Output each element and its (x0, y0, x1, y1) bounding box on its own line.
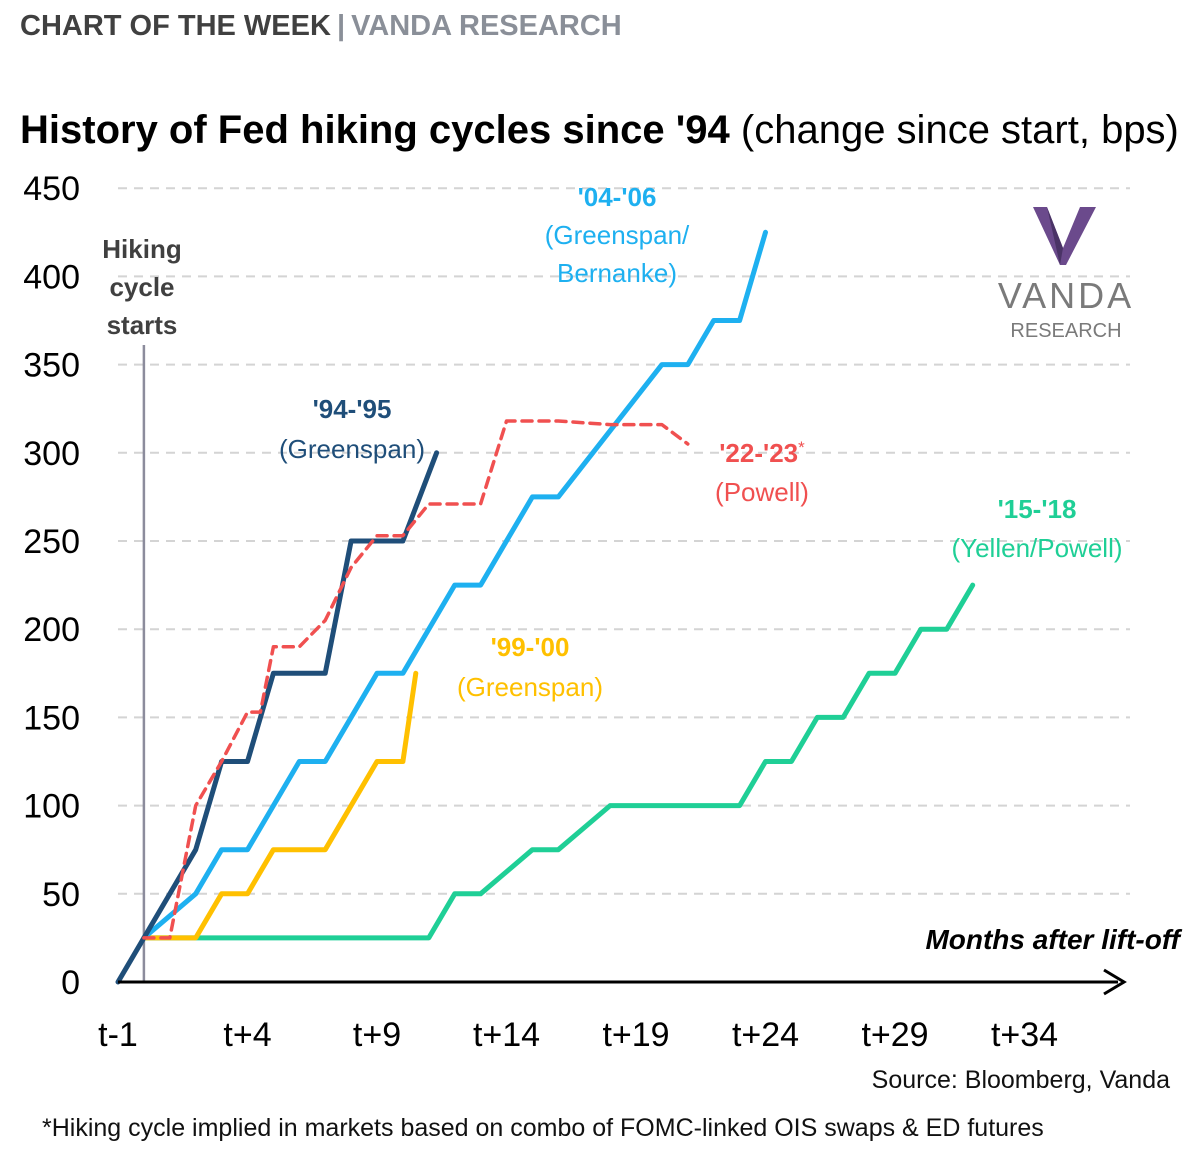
series-label-asterisk: * (798, 438, 805, 457)
series-label-1-0: '99-'00 (491, 632, 570, 662)
series-line-2 (141, 229, 768, 941)
series-label-2-0: '04-'06 (578, 182, 657, 212)
y-tick-label-150: 150 (23, 699, 80, 737)
vanda-logo: VANDA RESEARCH (998, 207, 1134, 342)
x-tick-label-t+34: t+34 (991, 1016, 1058, 1054)
header: CHART OF THE WEEK | VANDA RESEARCH (20, 10, 622, 43)
series-label-3-1: (Yellen/Powell) (951, 533, 1122, 563)
y-tick-label-250: 250 (23, 523, 80, 561)
y-tick-label-450: 450 (23, 170, 80, 208)
x-tick-label-t+24: t+24 (732, 1016, 799, 1054)
y-tick-labels: 0 50 100 150 200 250 300 350 400 450 (23, 170, 80, 1002)
x-axis-label: Months after lift-off (925, 924, 1182, 955)
series-label-4-0: '22-'23* (719, 438, 805, 468)
series-label-2-2: Bernanke) (557, 258, 677, 288)
gridlines (118, 187, 1130, 895)
y-tick-label-350: 350 (23, 347, 80, 385)
y-tick-label-300: 300 (23, 435, 80, 473)
x-tick-label-t+29: t+29 (861, 1016, 928, 1054)
header-separator: | (336, 10, 346, 42)
hiking-start-annotation: Hiking cycle starts (102, 234, 181, 340)
series-label-0-0: '94-'95 (313, 394, 392, 424)
series-label-4-1: (Powell) (715, 477, 809, 507)
series-line-4 (142, 419, 690, 940)
annotation-line-2: starts (107, 310, 178, 340)
x-tick-labels: t-1 t+4 t+9 t+14 t+19 t+24 t+29 t+34 (98, 1016, 1058, 1054)
source-note: Source: Bloomberg, Vanda (871, 1066, 1170, 1094)
series-line-3 (141, 582, 976, 941)
annotation-line-1: cycle (109, 272, 174, 302)
x-tick-label-t-1: t-1 (98, 1016, 138, 1054)
series-line-0 (115, 450, 440, 985)
vanda-logo-mark-shade (1047, 207, 1063, 265)
footnote: *Hiking cycle implied in markets based o… (42, 1114, 1044, 1142)
chart-title-bold: History of Fed hiking cycles since '94 (20, 108, 730, 152)
y-tick-label-50: 50 (42, 876, 80, 914)
annotation-line-0: Hiking (102, 234, 181, 264)
x-tick-label-t+4: t+4 (223, 1016, 271, 1054)
series-label-2-1: (Greenspan/ (545, 220, 690, 250)
y-tick-label-100: 100 (23, 788, 80, 826)
vanda-logo-mark (1033, 207, 1096, 265)
header-left: CHART OF THE WEEK (20, 10, 331, 42)
x-axis (118, 968, 1127, 996)
series-label-1-1: (Greenspan) (457, 672, 603, 702)
y-tick-label-200: 200 (23, 611, 80, 649)
vanda-logo-sub: RESEARCH (1010, 320, 1121, 342)
x-tick-label-t+19: t+19 (602, 1016, 669, 1054)
series-line-1 (141, 670, 419, 941)
series-label-0-1: (Greenspan) (279, 434, 425, 464)
header-right: VANDA RESEARCH (351, 10, 622, 42)
y-tick-label-400: 400 (23, 258, 80, 296)
y-tick-label-0: 0 (61, 964, 80, 1002)
x-tick-label-t+9: t+9 (353, 1016, 401, 1054)
x-axis-arrow (1103, 968, 1127, 996)
vanda-logo-name: VANDA (998, 275, 1134, 316)
series-lines (115, 229, 976, 985)
chart-title-rest: (change since start, bps) (740, 108, 1179, 152)
x-tick-label-t+14: t+14 (473, 1016, 540, 1054)
series-label-3-0: '15-'18 (998, 494, 1077, 524)
chart-title: History of Fed hiking cycles since '94 (… (20, 108, 1179, 153)
series-labels: '94-'95 (Greenspan) '99-'00 (Greenspan) '04-… (279, 182, 1123, 702)
